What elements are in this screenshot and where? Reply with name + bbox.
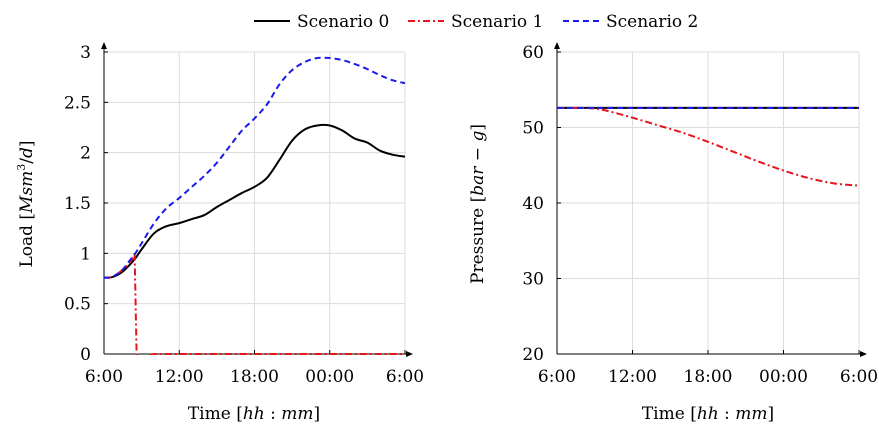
pressure-chart-x-tick-label-1: 12:00 <box>608 367 657 387</box>
load-chart-line-scenario-2 <box>104 56 405 279</box>
load-chart-axes <box>101 42 413 357</box>
legend-label-scenario-2: Scenario 2 <box>606 12 698 32</box>
pressure-chart-y-tick-label-3: 50 <box>522 119 544 139</box>
pressure-chart-x-title: Time [hh : mm] <box>642 404 774 424</box>
load-chart-y-axis-arrow <box>101 42 107 49</box>
pressure-chart-x-axis-arrow <box>860 351 867 357</box>
pressure-chart-x-tick-label-3: 00:00 <box>759 367 808 387</box>
legend-item-scenario-1: Scenario 1 <box>408 12 543 32</box>
load-chart-x-axis-arrow <box>406 351 413 357</box>
load-chart-y-tick-label-4: 2 <box>80 144 91 164</box>
pressure-chart-grid <box>556 51 860 355</box>
load-chart-x-tick-label-1: 12:00 <box>155 367 204 387</box>
pressure-chart-y-tick-label-2: 40 <box>522 194 544 214</box>
pressure-chart-x-tick-label-2: 18:00 <box>684 367 733 387</box>
load-chart-y-tick-label-5: 2.5 <box>64 93 91 113</box>
load-chart-x-tick-label-0: 6:00 <box>85 367 123 387</box>
load-chart-x-title: Time [hh : mm] <box>188 404 320 424</box>
pressure-chart-y-tick-label-0: 20 <box>522 345 544 365</box>
load-chart-y-tick-label-3: 1.5 <box>64 194 91 214</box>
load-chart-y-tick-label-2: 1 <box>80 244 91 264</box>
pressure-chart-axes <box>554 42 867 357</box>
load-chart-x-tick-label-4: 6:00 <box>386 367 424 387</box>
load-chart-y-tick-label-1: 0.5 <box>64 295 91 315</box>
pressure-chart-y-tick-label-4: 60 <box>522 43 544 63</box>
load-chart-grid <box>103 51 406 355</box>
load-chart-x-tick-label-3: 00:00 <box>305 367 354 387</box>
load-chart-line-scenario-0 <box>104 123 405 279</box>
load-chart-y-tick-label-0: 0 <box>80 345 91 365</box>
pressure-chart-line-scenario-1 <box>557 106 859 187</box>
load-chart-x-tick-label-2: 18:00 <box>230 367 279 387</box>
pressure-chart-y-tick-label-1: 30 <box>522 270 544 290</box>
legend: Scenario 0 Scenario 1 Scenario 2 <box>254 12 698 32</box>
load-chart-series <box>104 56 405 355</box>
pressure-chart-y-axis-arrow <box>554 42 560 49</box>
legend-item-scenario-2: Scenario 2 <box>563 12 698 32</box>
load-chart-y-tick-label-6: 3 <box>80 43 91 63</box>
legend-item-scenario-0: Scenario 0 <box>254 12 389 32</box>
load-chart-y-title: Load [Msm3/d] <box>15 140 37 267</box>
pressure-chart-x-tick-label-0: 6:00 <box>538 367 576 387</box>
legend-label-scenario-0: Scenario 0 <box>297 12 389 32</box>
pressure-chart-x-tick-label-4: 6:00 <box>840 367 878 387</box>
legend-label-scenario-1: Scenario 1 <box>451 12 543 32</box>
pressure-chart-y-title: Pressure [bar − g] <box>468 124 488 284</box>
pressure-chart-series <box>557 106 859 187</box>
